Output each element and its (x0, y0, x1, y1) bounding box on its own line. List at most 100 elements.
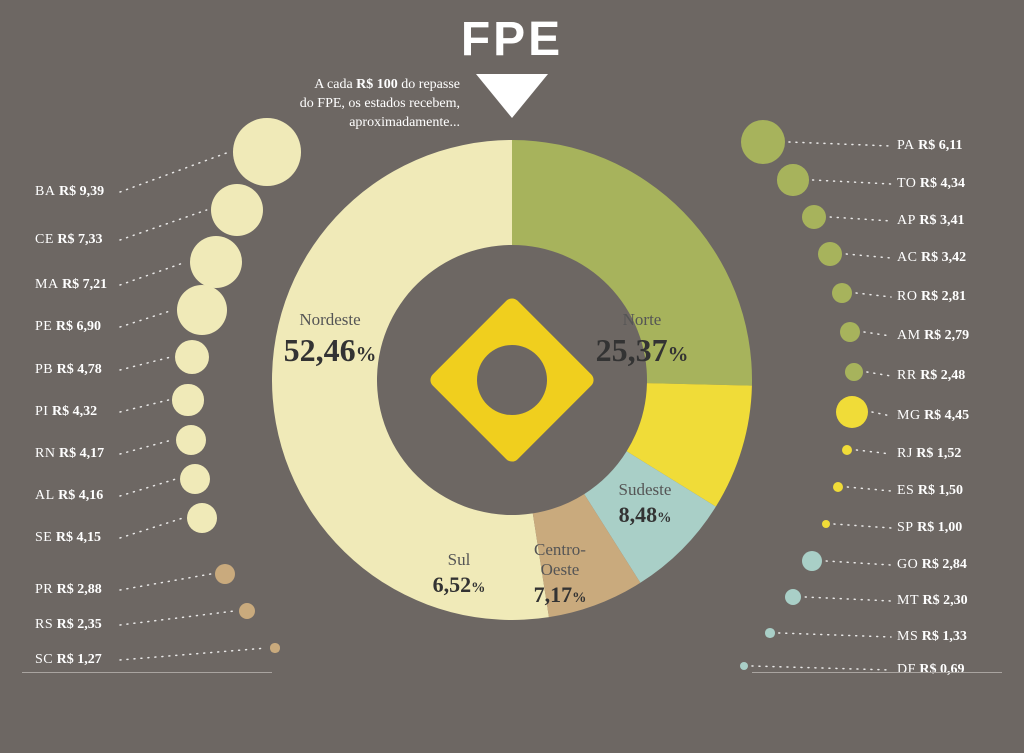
baseline-right (752, 672, 1002, 673)
state-value: R$ 2,81 (921, 289, 966, 304)
page-title: FPE (0, 12, 1024, 67)
state-code: AC (897, 250, 917, 265)
state-value: R$ 1,27 (57, 652, 102, 667)
state-code: RS (35, 617, 53, 632)
state-bubble (840, 322, 860, 342)
subtitle-line: A cada R$ 100 do repasse (314, 77, 460, 92)
slice-region: Sudeste (575, 480, 715, 500)
state-value: R$ 4,15 (56, 530, 101, 545)
state-value: R$ 0,69 (919, 662, 964, 677)
state-bubble (822, 520, 830, 528)
state-bubble (833, 482, 844, 493)
state-code: SP (897, 520, 914, 535)
state-code: ES (897, 483, 914, 498)
state-label: CE R$ 7,33 (35, 233, 103, 247)
state-label: RS R$ 2,35 (35, 618, 102, 632)
state-value: R$ 4,34 (920, 176, 965, 191)
state-value: R$ 2,88 (57, 582, 102, 597)
state-bubble (785, 589, 802, 606)
state-label: GO R$ 2,84 (897, 558, 967, 572)
state-value: R$ 4,78 (57, 362, 102, 377)
slice-percent: 6,52% (389, 572, 529, 598)
state-code: SC (35, 652, 53, 667)
state-value: R$ 1,00 (917, 520, 962, 535)
state-bubble (233, 118, 301, 186)
slice-percent: 8,48% (575, 502, 715, 528)
state-label: PA R$ 6,11 (897, 139, 962, 153)
state-code: PB (35, 362, 53, 377)
slice-label: Norte25,37% (572, 310, 712, 369)
state-value: R$ 9,39 (59, 184, 104, 199)
state-code: AP (897, 213, 916, 228)
state-code: AL (35, 488, 55, 503)
state-label: ES R$ 1,50 (897, 484, 963, 498)
state-label: MG R$ 4,45 (897, 409, 969, 423)
state-label: SP R$ 1,00 (897, 521, 962, 535)
state-label: AC R$ 3,42 (897, 251, 966, 265)
state-code: PE (35, 319, 52, 334)
state-bubble (172, 384, 203, 415)
state-code: PR (35, 582, 53, 597)
state-bubble (215, 564, 236, 585)
state-label: MT R$ 2,30 (897, 594, 968, 608)
state-bubble (777, 164, 808, 195)
state-label: SC R$ 1,27 (35, 653, 102, 667)
subtitle-line: do FPE, os estados recebem, (300, 96, 460, 111)
state-label: PI R$ 4,32 (35, 405, 97, 419)
state-label: PB R$ 4,78 (35, 363, 102, 377)
state-value: R$ 2,30 (923, 593, 968, 608)
state-code: TO (897, 176, 916, 191)
state-bubble (740, 662, 748, 670)
state-code: MG (897, 408, 921, 423)
state-bubble (239, 603, 256, 620)
state-value: R$ 7,21 (62, 277, 107, 292)
state-code: BA (35, 184, 55, 199)
state-bubble (190, 236, 242, 288)
slice-region: Norte (572, 310, 712, 330)
state-value: R$ 4,45 (924, 408, 969, 423)
state-label: RN R$ 4,17 (35, 447, 104, 461)
state-value: R$ 3,42 (921, 250, 966, 265)
state-value: R$ 3,41 (919, 213, 964, 228)
state-code: MA (35, 277, 59, 292)
state-label: PR R$ 2,88 (35, 583, 102, 597)
state-bubble (845, 363, 863, 381)
state-label: SE R$ 4,15 (35, 531, 101, 545)
slice-percent: 52,46% (260, 332, 400, 369)
state-code: RR (897, 368, 917, 383)
state-bubble (832, 283, 852, 303)
state-value: R$ 6,11 (918, 138, 962, 153)
state-label: AL R$ 4,16 (35, 489, 103, 503)
state-value: R$ 2,79 (924, 328, 969, 343)
state-value: R$ 1,50 (918, 483, 963, 498)
state-label: PE R$ 6,90 (35, 320, 101, 334)
state-value: R$ 1,33 (922, 629, 967, 644)
state-code: RJ (897, 446, 913, 461)
state-label: MS R$ 1,33 (897, 630, 967, 644)
state-bubble (818, 242, 843, 267)
state-code: RN (35, 446, 55, 461)
state-label: AM R$ 2,79 (897, 329, 969, 343)
slice-region: Nordeste (260, 310, 400, 330)
state-code: PA (897, 138, 915, 153)
state-label: MA R$ 7,21 (35, 278, 107, 292)
slice-label: Nordeste52,46% (260, 310, 400, 369)
state-value: R$ 4,16 (58, 488, 103, 503)
state-bubble (741, 120, 785, 164)
state-code: AM (897, 328, 921, 343)
state-bubble (270, 643, 279, 652)
state-label: BA R$ 9,39 (35, 185, 104, 199)
state-bubble (175, 340, 209, 374)
state-bubble (836, 396, 868, 428)
state-code: RO (897, 289, 917, 304)
state-code: SE (35, 530, 52, 545)
subtitle-bold: R$ 100 (356, 77, 398, 92)
state-code: DF (897, 662, 916, 677)
baseline-left (22, 672, 272, 673)
state-code: GO (897, 557, 918, 572)
state-bubble (187, 503, 217, 533)
subtitle-line: aproximadamente... (349, 115, 460, 130)
state-value: R$ 2,48 (920, 368, 965, 383)
state-bubble (802, 205, 827, 230)
state-label: RJ R$ 1,52 (897, 447, 961, 461)
